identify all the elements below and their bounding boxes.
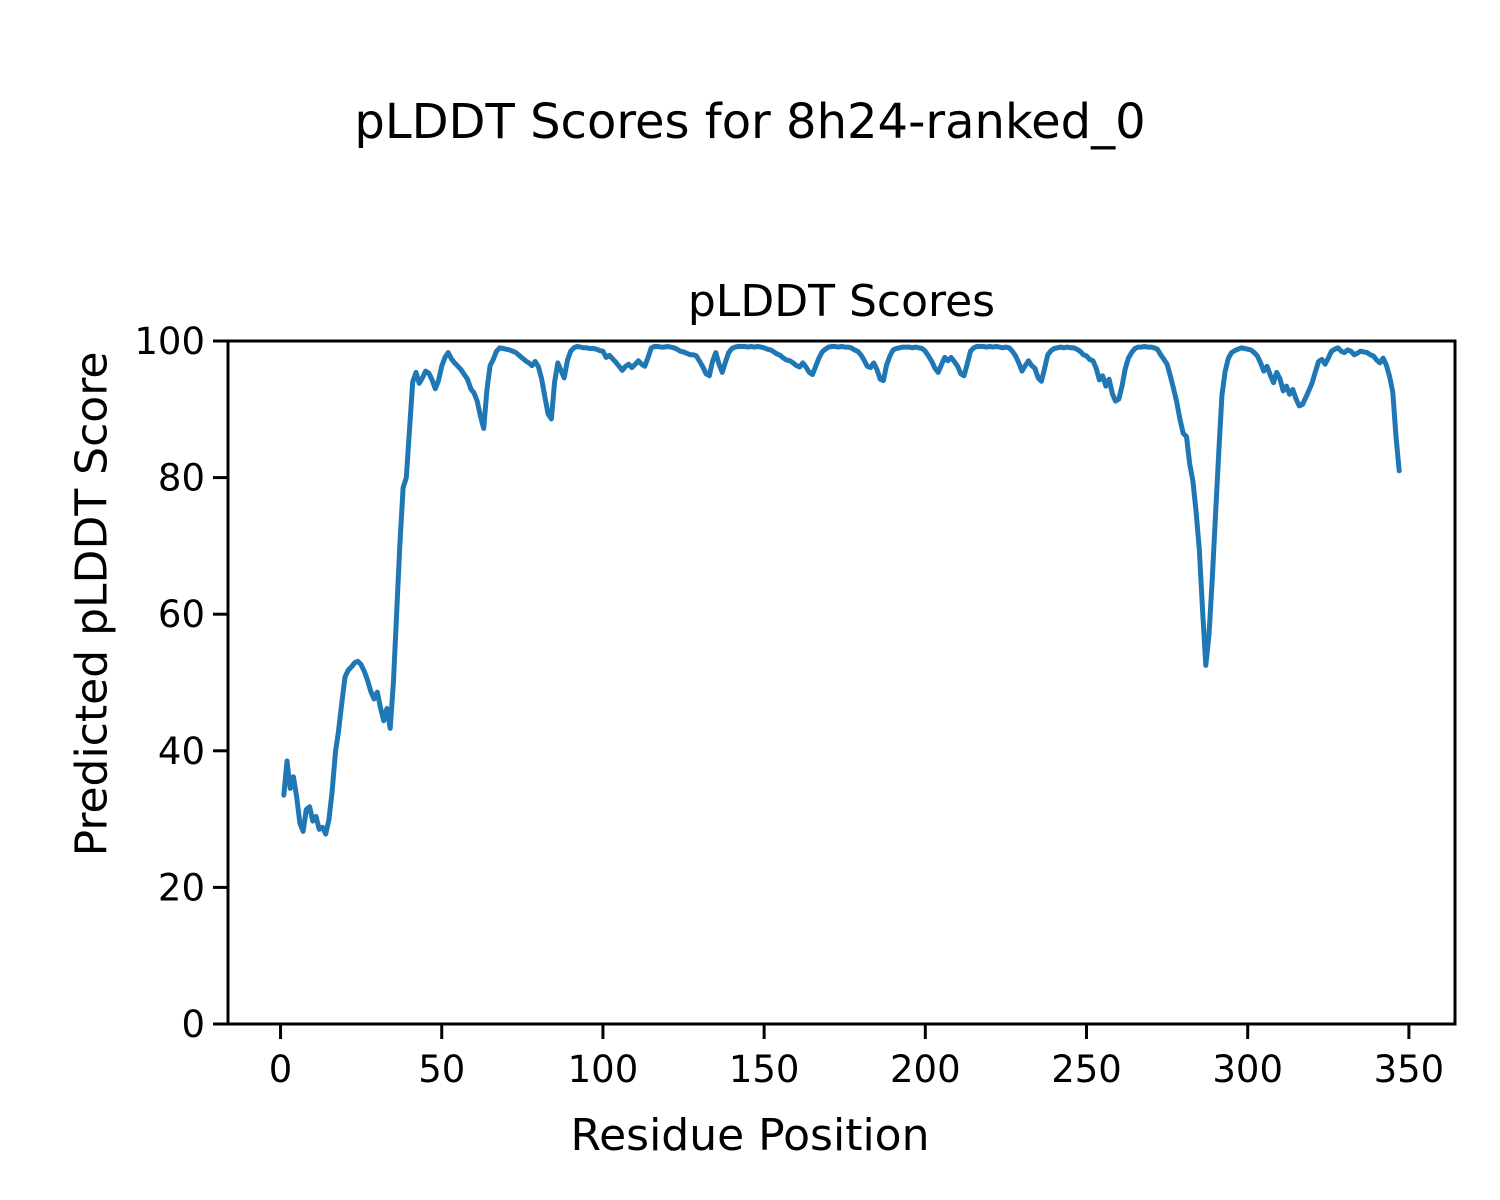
x-tick-label: 300 <box>1212 1048 1283 1091</box>
y-tick-label: 100 <box>134 320 205 363</box>
y-tick-label: 60 <box>158 593 205 636</box>
x-tick-label: 100 <box>568 1048 639 1091</box>
y-axis-label: Predicted pLDDT Score <box>66 351 118 857</box>
plddt-score-line <box>281 344 1402 837</box>
figure-title: pLDDT Scores for 8h24-ranked_0 <box>354 94 1146 150</box>
x-tick-label: 0 <box>269 1048 293 1091</box>
y-tick-label: 80 <box>158 457 205 500</box>
y-tick-label: 0 <box>181 1003 205 1046</box>
y-tick-label: 20 <box>158 866 205 909</box>
x-tick-label: 200 <box>890 1048 961 1091</box>
plot-frame <box>226 339 1457 1026</box>
x-tick-label: 150 <box>729 1048 800 1091</box>
axes-title: pLDDT Scores <box>687 276 996 327</box>
x-tick-label: 250 <box>1051 1048 1122 1091</box>
x-tick-label: 50 <box>418 1048 465 1091</box>
axis-ticks <box>213 339 1411 1039</box>
data-line-layer <box>281 344 1402 837</box>
x-tick-label: 350 <box>1374 1048 1445 1091</box>
x-axis-label: Residue Position <box>570 1110 930 1161</box>
y-tick-label: 40 <box>158 730 205 773</box>
axis-tick-labels: 0 50 100 150 200 250 300 350 0 20 40 60 80 100 <box>134 320 1444 1091</box>
